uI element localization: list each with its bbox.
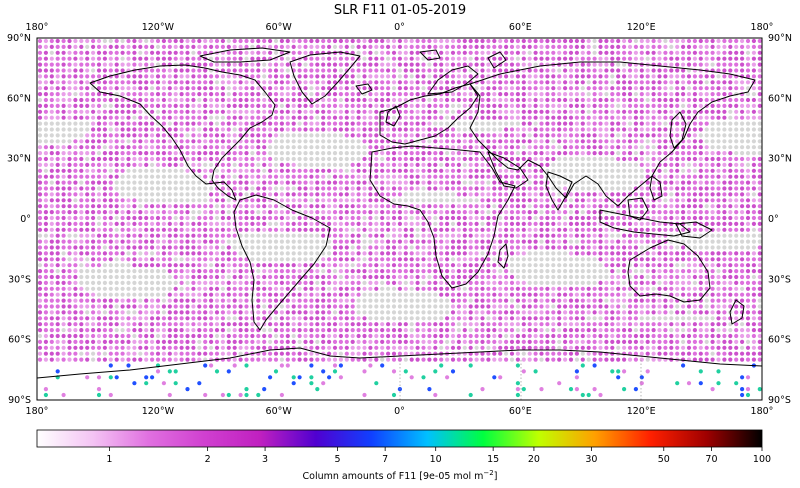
greenland-coast (289, 51, 361, 105)
svalbard-coast (419, 49, 441, 61)
lon-tick-label: 120°E (627, 406, 656, 417)
uk-coast (385, 105, 401, 127)
lat-tick-label: 60°N (768, 93, 792, 104)
lon-tick-label: 180° (26, 406, 49, 417)
novaya-zemlya-coast (487, 51, 507, 69)
colorbar-tick-label: 1 (106, 454, 112, 465)
colorbar-tick-label: 3 (262, 454, 268, 465)
lon-tick-label: 120°E (627, 22, 656, 33)
colorbar-tick-label: 100 (753, 454, 771, 465)
lat-tick-label: 90°N (7, 33, 31, 44)
scandinavia-coast (427, 65, 479, 95)
colorbar-tick-label: 70 (705, 454, 717, 465)
lat-tick-label: 90°S (8, 395, 31, 406)
lat-tick-label: 30°N (768, 154, 792, 165)
madagascar-coast (497, 243, 509, 269)
latitude-ticks-left: 90°N 60°N 30°N 0° 30°S 60°S 90°S (7, 33, 31, 406)
arctic-islands-coast (199, 47, 291, 63)
lat-tick-label: 30°N (7, 154, 31, 165)
lon-tick-label: 180° (26, 22, 49, 33)
arabia-coast (487, 151, 529, 189)
lon-tick-label: 180° (751, 406, 774, 417)
new-zealand-coast (729, 299, 745, 325)
lon-tick-label: 120°W (142, 22, 175, 33)
lon-tick-label: 60°W (266, 406, 293, 417)
colorbar-tick-label: 30 (585, 454, 597, 465)
lon-tick-label: 60°W (266, 22, 293, 33)
colorbar-tick-label: 5 (334, 454, 340, 465)
lon-tick-label: 60°E (509, 406, 532, 417)
iceland-coast (355, 83, 373, 95)
borneo-coast (627, 197, 649, 221)
lat-tick-label: 30°S (8, 274, 31, 285)
lat-tick-label: 60°S (768, 335, 791, 346)
north-america-coast (89, 64, 276, 201)
australia-coast (627, 239, 711, 303)
lat-tick-label: 0° (768, 214, 779, 225)
japan-coast (669, 111, 687, 149)
colorbar-tick-label: 10 (430, 454, 442, 465)
colorbar-tick-label: 50 (658, 454, 670, 465)
india-coast (545, 171, 573, 211)
lat-tick-label: 0° (20, 214, 31, 225)
lon-tick-label: 0° (394, 22, 405, 33)
longitude-ticks-bottom: 180° 120°W 60°W 0° 60°E 120°E 180° (26, 406, 774, 417)
coastlines (37, 47, 762, 379)
new-guinea-coast (675, 221, 713, 239)
lon-tick-label: 120°W (142, 406, 175, 417)
data-dot-layer (37, 38, 762, 398)
colorbar-tick-label: 15 (487, 454, 499, 465)
philippines-coast (649, 175, 663, 201)
colorbar-tick-label: 2 (205, 454, 211, 465)
latitude-ticks-right: 90°N 60°N 30°N 0° 30°S 60°S 90°S (768, 33, 792, 406)
colorbar-tick-label: 20 (528, 454, 540, 465)
map-border (36, 37, 763, 401)
lon-tick-label: 0° (394, 406, 405, 417)
lat-tick-label: 90°S (768, 395, 791, 406)
lat-tick-label: 90°N (768, 33, 792, 44)
lon-tick-label: 180° (751, 22, 774, 33)
lat-tick-label: 60°S (8, 335, 31, 346)
lat-tick-label: 30°S (768, 274, 791, 285)
lat-tick-label: 60°N (7, 93, 31, 104)
colorbar-label: Column amounts of F11 [9e-05 mol m−2] (302, 469, 498, 483)
europe-coast (379, 83, 479, 145)
south-america-coast (233, 194, 331, 331)
colorbar-tick-label: 7 (382, 454, 388, 465)
africa-coast (369, 145, 516, 289)
colorbar (36, 429, 763, 448)
indonesia-coast (599, 209, 691, 237)
antarctica-coast (37, 347, 762, 379)
asia-coast (469, 61, 756, 207)
map-title: SLR F11 01-05-2019 (333, 3, 467, 18)
longitude-ticks-top: 180° 120°W 60°W 0° 60°E 120°E 180° (26, 22, 774, 33)
lon-tick-label: 60°E (509, 22, 532, 33)
colorbar-ticks: 1 2 3 5 7 10 15 20 30 50 70 100 (106, 447, 771, 465)
